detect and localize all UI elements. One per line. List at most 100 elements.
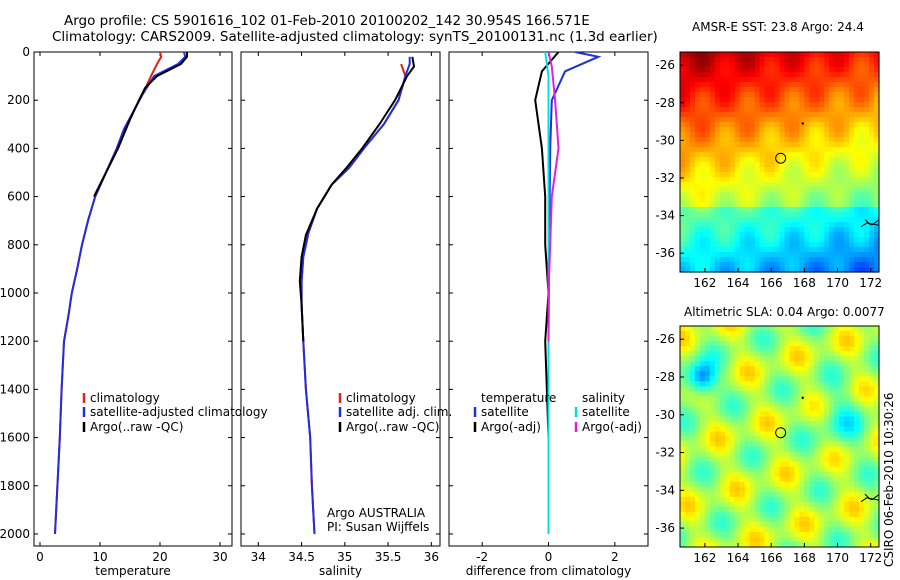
map-cell <box>809 341 815 347</box>
map-cell <box>709 491 716 498</box>
map-cell <box>729 62 736 68</box>
map-cell <box>849 516 855 523</box>
map-cell <box>764 187 771 193</box>
map-cell <box>694 267 701 273</box>
map-cell <box>849 162 855 168</box>
map-cell <box>774 501 781 508</box>
map-cell <box>694 436 701 443</box>
map-cell <box>680 72 686 78</box>
map-cell <box>749 247 756 253</box>
map-cell <box>724 227 731 233</box>
map-cell <box>719 242 726 248</box>
map-cell <box>804 351 810 357</box>
map-cell <box>774 451 781 458</box>
map-cell <box>874 67 880 73</box>
map-cell <box>824 92 830 98</box>
map-cell <box>799 62 805 68</box>
map-cell <box>719 82 726 88</box>
map-cell <box>829 346 835 352</box>
map-cell <box>794 326 800 332</box>
map-cell <box>819 112 825 118</box>
map-cell <box>744 386 751 392</box>
map-cell <box>689 52 696 58</box>
map-cell <box>769 177 776 183</box>
map-cell <box>764 252 771 258</box>
map-cell <box>869 491 875 498</box>
map-cell <box>819 406 825 412</box>
map-cell <box>699 72 706 78</box>
map-cell <box>764 366 771 372</box>
map-cell <box>680 182 686 188</box>
map-cell <box>744 187 751 193</box>
map-cell <box>779 92 786 98</box>
map-cell <box>729 92 736 98</box>
map-cell <box>809 127 815 133</box>
lon-tick-label: 168 <box>793 551 816 565</box>
map-cell <box>869 127 875 133</box>
map-cell <box>859 77 865 83</box>
map-cell <box>804 411 810 418</box>
map-cell <box>864 416 870 423</box>
map-cell <box>819 87 825 93</box>
map-cell <box>729 267 736 273</box>
map-cell <box>744 401 751 407</box>
map-cell <box>754 376 761 382</box>
map-cell <box>744 232 751 238</box>
map-cell <box>689 67 696 73</box>
map-cell <box>709 506 716 513</box>
map-cell <box>849 107 855 113</box>
map-cell <box>734 212 741 218</box>
map-cell <box>714 212 721 218</box>
map-cell <box>829 247 835 253</box>
map-cell <box>864 476 870 483</box>
map-cell <box>784 356 791 362</box>
map-cell <box>754 262 761 268</box>
map-cell <box>799 356 805 362</box>
map-cell <box>809 446 815 453</box>
map-cell <box>809 162 815 168</box>
map-cell <box>680 267 686 273</box>
map-cell <box>794 132 800 138</box>
map-cell <box>724 127 731 133</box>
map-cell <box>694 212 701 218</box>
map-cell <box>854 52 860 58</box>
map-cell <box>809 147 815 153</box>
map-cell <box>864 217 870 223</box>
map-cell <box>794 456 800 463</box>
map-cell <box>719 461 726 468</box>
map-cell <box>794 92 800 98</box>
map-cell <box>680 117 686 123</box>
map-cell <box>784 92 791 98</box>
map-cell <box>714 202 721 208</box>
map-cell <box>729 536 736 543</box>
map-cell <box>680 451 686 458</box>
map-cell <box>824 336 830 342</box>
map-cell <box>824 481 830 488</box>
map-cell <box>849 137 855 143</box>
map-cell <box>869 122 875 128</box>
map-cell <box>719 77 726 83</box>
sal-legend-satellite-label: satellite adj. clim. <box>346 405 452 419</box>
map-cell <box>689 326 696 332</box>
lon-tick-label: 168 <box>793 276 816 290</box>
map-cell <box>744 466 751 473</box>
map-cell <box>774 247 781 253</box>
map-cell <box>694 142 701 148</box>
map-cell <box>704 346 711 352</box>
lon-tick-label: 166 <box>760 276 783 290</box>
map-cell <box>759 232 766 238</box>
map-cell <box>709 267 716 273</box>
map-cell <box>680 227 686 233</box>
sla-map-field <box>680 326 880 548</box>
map-cell <box>754 411 761 418</box>
map-cell <box>804 476 810 483</box>
map-cell <box>859 471 865 478</box>
map-cell <box>824 247 830 253</box>
map-cell <box>694 431 701 438</box>
map-cell <box>689 541 696 548</box>
map-cell <box>724 72 731 78</box>
map-cell <box>739 92 746 98</box>
map-cell <box>729 102 736 108</box>
map-cell <box>864 396 870 402</box>
map-cell <box>849 441 855 448</box>
